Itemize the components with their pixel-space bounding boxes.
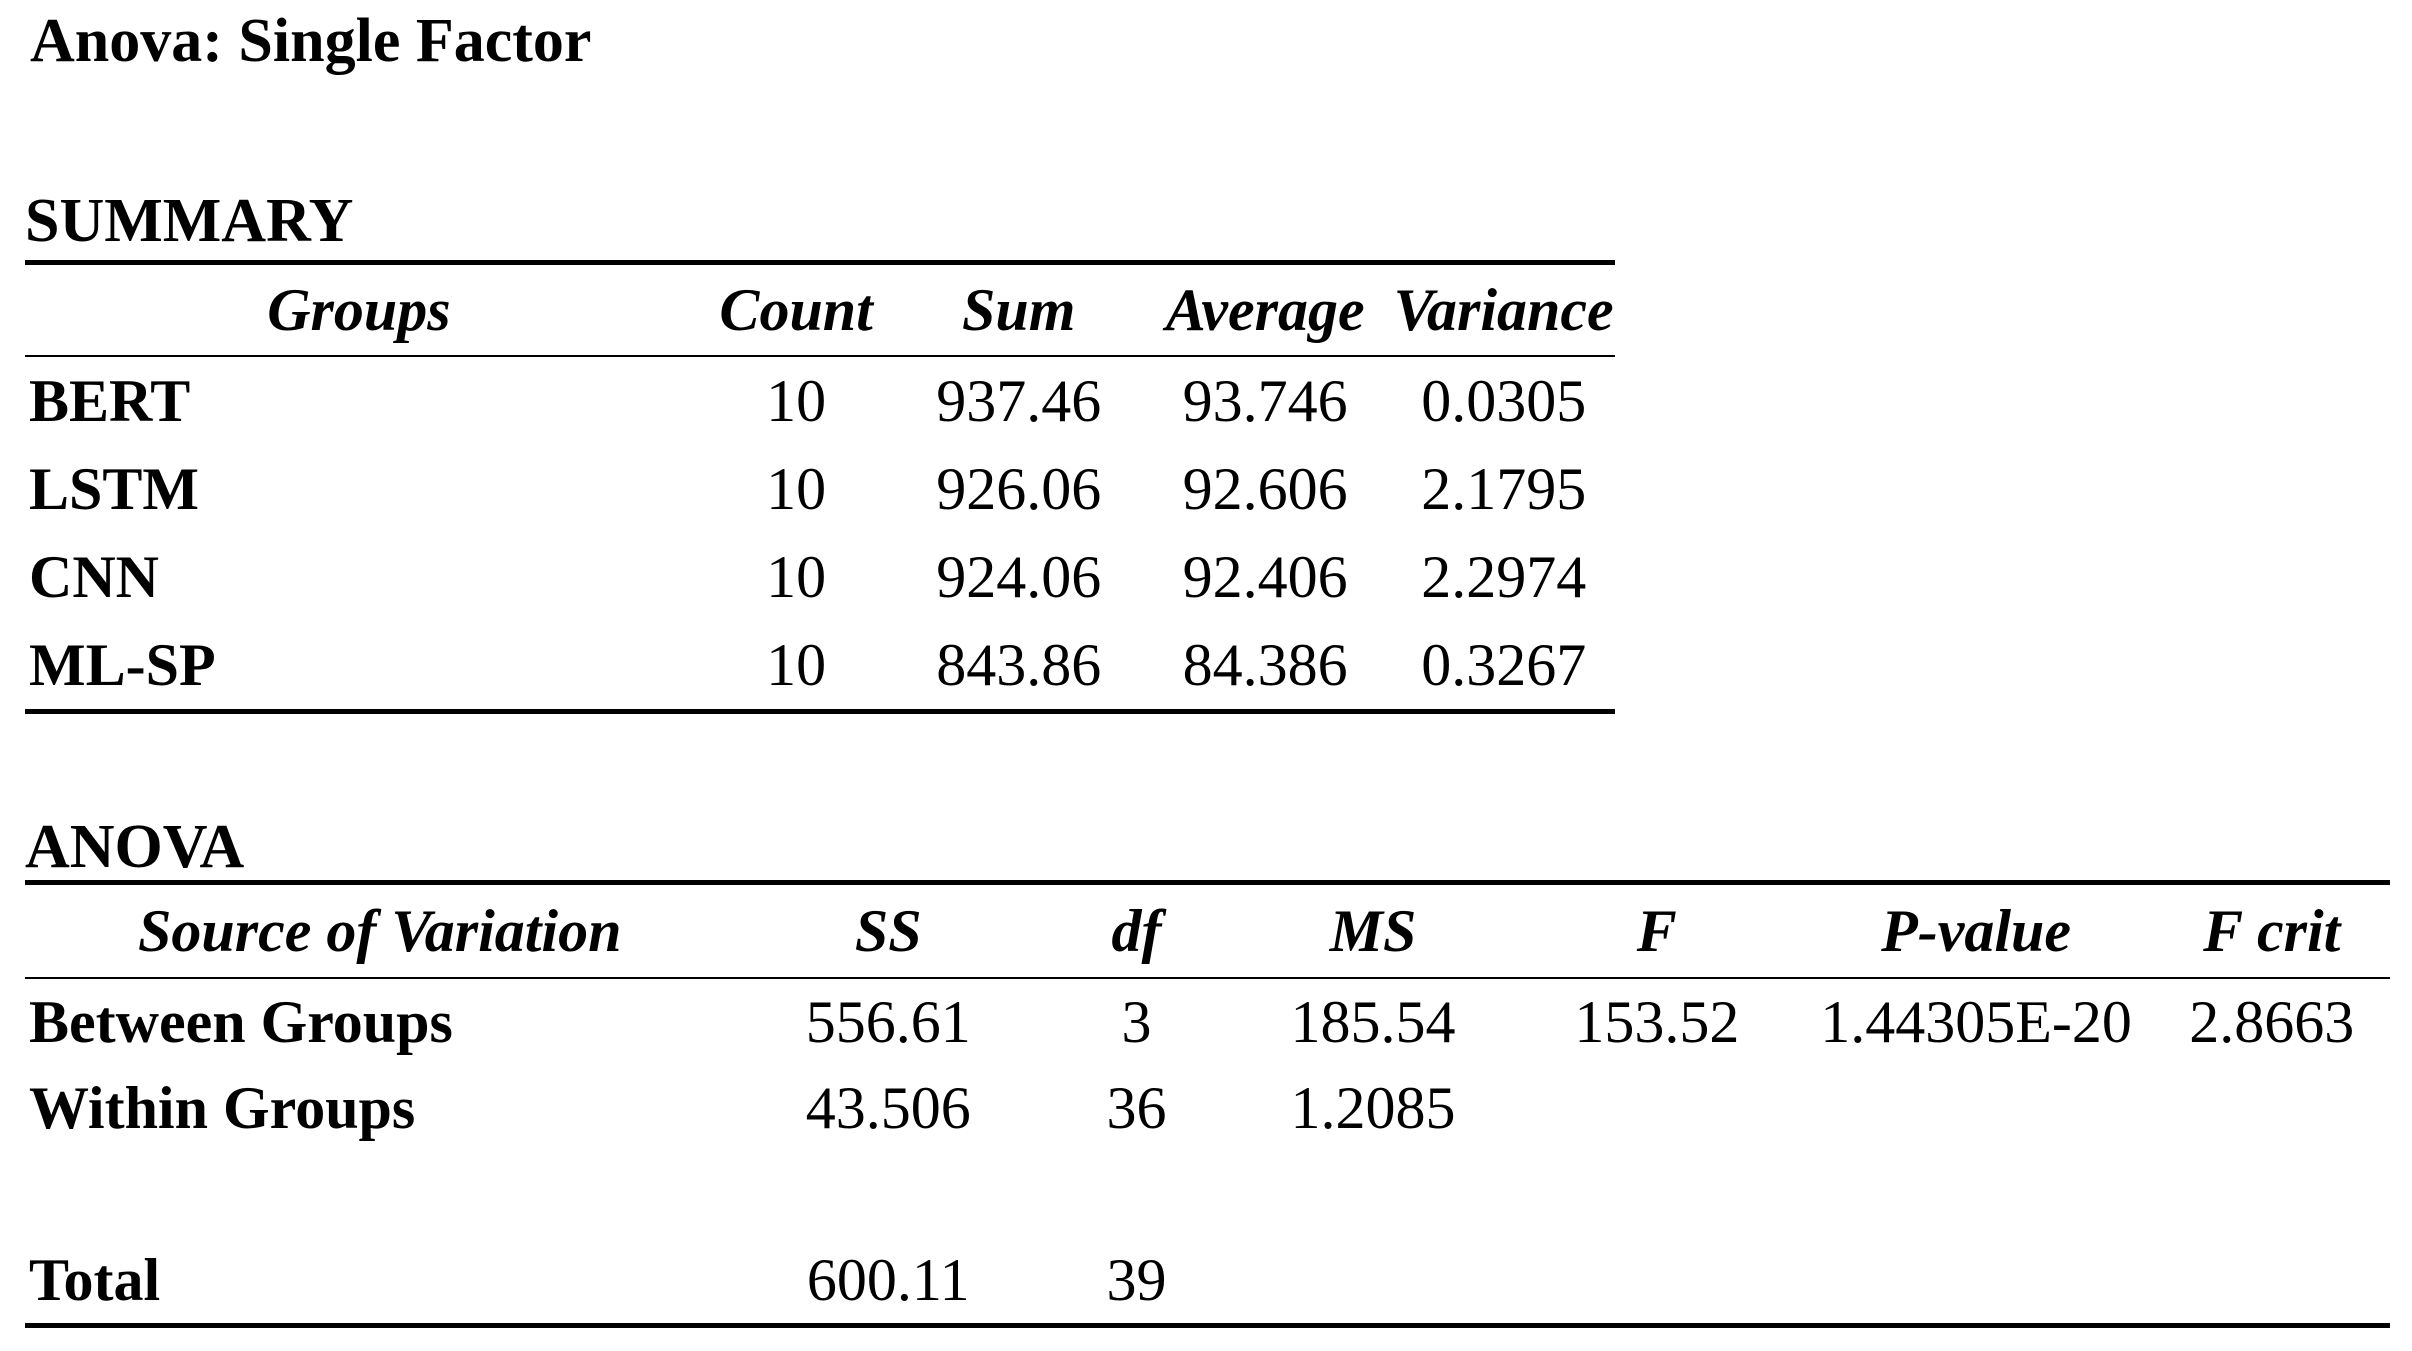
anova-col-source: Source of Variation bbox=[25, 882, 735, 979]
summary-table: Groups Count Sum Average Variance BERT 1… bbox=[25, 260, 1615, 714]
df-value: 3 bbox=[1121, 989, 1152, 1055]
f-crit-value bbox=[2153, 1151, 2390, 1237]
anova-col-df: df bbox=[1041, 882, 1232, 979]
count-value: 10 bbox=[766, 632, 827, 698]
f-value: 153.52 bbox=[1574, 989, 1740, 1055]
df-value bbox=[1042, 1151, 1231, 1237]
f-value bbox=[1515, 1151, 1799, 1237]
variance-value: 2.1795 bbox=[1421, 456, 1587, 522]
anova-col-f: F bbox=[1514, 882, 1799, 979]
sum-value: 924.06 bbox=[936, 544, 1102, 610]
sum-value: 937.46 bbox=[936, 368, 1102, 434]
ms-value bbox=[1231, 1237, 1515, 1326]
p-value bbox=[1799, 1237, 2154, 1326]
table-row: ML-SP 10 843.86 84.386 0.3267 bbox=[25, 621, 1615, 712]
page-title: Anova: Single Factor bbox=[30, 7, 592, 75]
variance-value: 0.3267 bbox=[1421, 632, 1587, 698]
table-row: LSTM 10 926.06 92.606 2.1795 bbox=[25, 445, 1615, 533]
group-name: BERT bbox=[29, 368, 191, 434]
sum-value: 926.06 bbox=[936, 456, 1102, 522]
summary-col-average: Average bbox=[1137, 262, 1393, 357]
f-crit-value bbox=[2153, 1065, 2390, 1151]
table-row: Between Groups 556.61 3 185.54 153.52 1.… bbox=[25, 978, 2390, 1065]
average-value: 92.406 bbox=[1182, 544, 1348, 610]
ss-value: 43.506 bbox=[805, 1075, 971, 1141]
ms-value: 1.2085 bbox=[1290, 1075, 1456, 1141]
count-value: 10 bbox=[766, 456, 827, 522]
average-value: 84.386 bbox=[1182, 632, 1348, 698]
average-value: 93.746 bbox=[1182, 368, 1348, 434]
summary-col-variance: Variance bbox=[1392, 262, 1615, 357]
anova-section-label: ANOVA bbox=[25, 813, 245, 881]
group-name: ML-SP bbox=[29, 632, 216, 698]
anova-table: Source of Variation SS df MS F P-value F… bbox=[25, 880, 2390, 1328]
source-name: Within Groups bbox=[29, 1075, 416, 1141]
count-value: 10 bbox=[766, 544, 827, 610]
df-value: 39 bbox=[1106, 1247, 1167, 1313]
anova-col-fcrit: F crit bbox=[2153, 882, 2390, 979]
f-value bbox=[1515, 1237, 1799, 1326]
p-value bbox=[1799, 1065, 2154, 1151]
summary-col-sum: Sum bbox=[899, 262, 1138, 357]
table-row: CNN 10 924.06 92.406 2.2974 bbox=[25, 533, 1615, 621]
p-value: 1.44305E-20 bbox=[1820, 989, 2132, 1055]
source-name: Total bbox=[29, 1247, 161, 1313]
anova-header-row: Source of Variation SS df MS F P-value F… bbox=[25, 882, 2390, 979]
table-row: Within Groups 43.506 36 1.2085 bbox=[25, 1065, 2390, 1151]
variance-value: 0.0305 bbox=[1421, 368, 1587, 434]
source-name: Between Groups bbox=[29, 989, 453, 1055]
average-value: 92.606 bbox=[1182, 456, 1348, 522]
count-value: 10 bbox=[766, 368, 827, 434]
summary-col-count: Count bbox=[692, 262, 900, 357]
f-value bbox=[1515, 1065, 1799, 1151]
ms-value bbox=[1231, 1151, 1515, 1237]
f-crit-value bbox=[2153, 1237, 2390, 1326]
anova-col-ms: MS bbox=[1231, 882, 1515, 979]
variance-value: 2.2974 bbox=[1421, 544, 1587, 610]
p-value bbox=[1799, 1151, 2154, 1237]
anova-col-pvalue: P-value bbox=[1798, 882, 2154, 979]
table-row: BERT 10 937.46 93.746 0.0305 bbox=[25, 356, 1615, 445]
source-name bbox=[25, 1151, 735, 1237]
ss-value: 556.61 bbox=[805, 989, 971, 1055]
table-row-empty bbox=[25, 1151, 2390, 1237]
table-row: Total 600.11 39 bbox=[25, 1237, 2390, 1326]
summary-col-groups: Groups bbox=[25, 262, 693, 357]
ss-value bbox=[735, 1151, 1042, 1237]
group-name: CNN bbox=[29, 544, 159, 610]
f-crit-value: 2.8663 bbox=[2189, 989, 2355, 1055]
ms-value: 185.54 bbox=[1290, 989, 1456, 1055]
ss-value: 600.11 bbox=[806, 1247, 970, 1313]
summary-section-label: SUMMARY bbox=[25, 187, 354, 255]
df-value: 36 bbox=[1106, 1075, 1167, 1141]
sum-value: 843.86 bbox=[936, 632, 1102, 698]
summary-header-row: Groups Count Sum Average Variance bbox=[25, 262, 1615, 357]
group-name: LSTM bbox=[29, 456, 200, 522]
anova-col-ss: SS bbox=[734, 882, 1042, 979]
